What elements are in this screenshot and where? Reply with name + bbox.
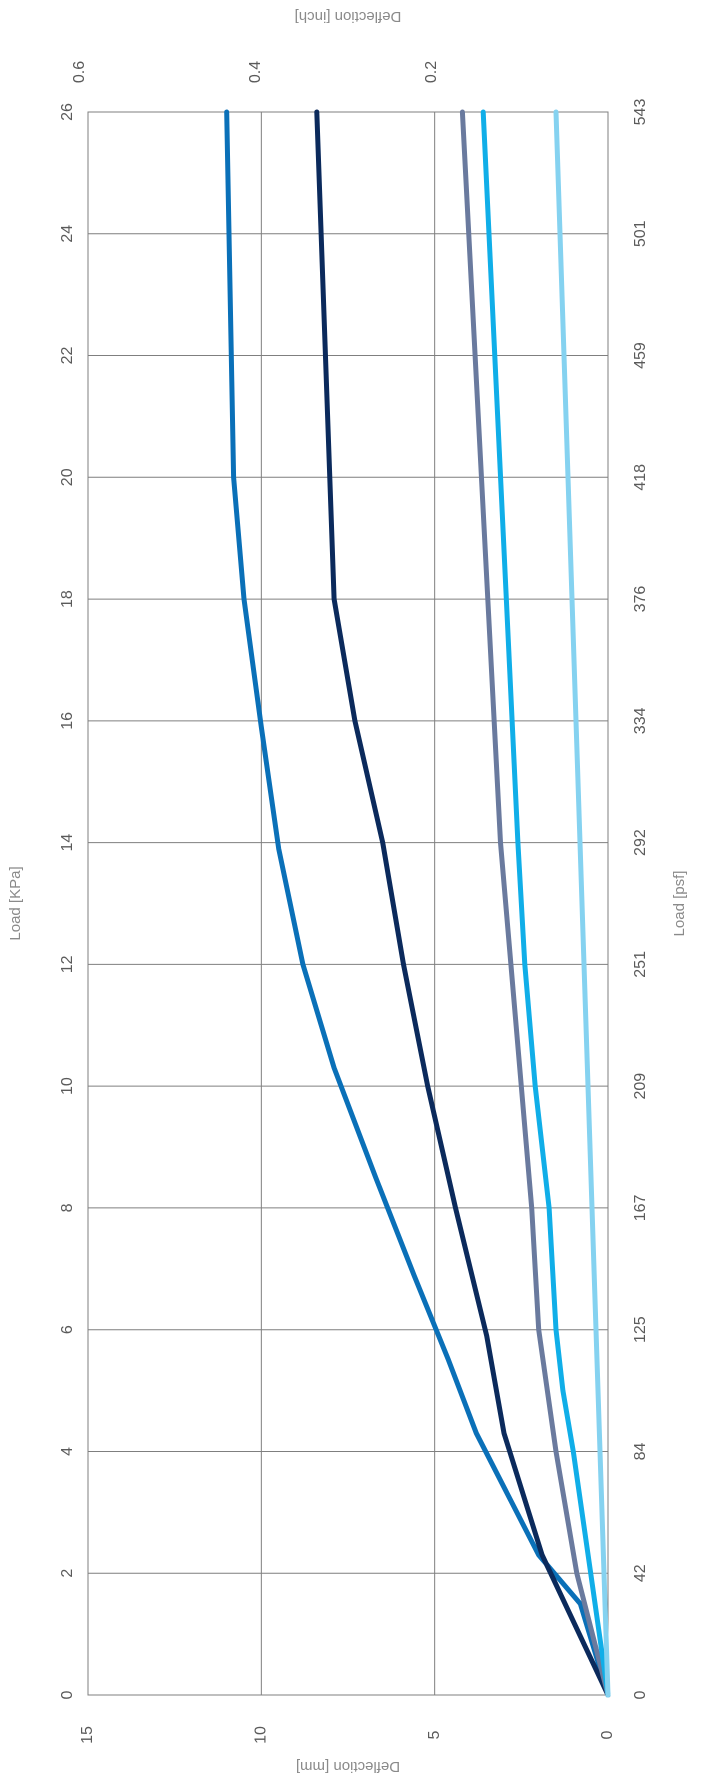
y-tick-label: 15 [79, 1726, 96, 1744]
x-tick-label: 6 [59, 1325, 76, 1334]
series-line-4 [480, 109, 611, 1698]
y2-axis-title: Deflection [inch] [295, 8, 402, 25]
y2-tick-label: 0.4 [247, 61, 264, 83]
x2-tick-label: 334 [632, 707, 649, 734]
y2-tick-label: 0.6 [71, 61, 88, 83]
x2-tick-label: 543 [632, 99, 649, 126]
y2-tick-label: 0.2 [423, 61, 440, 83]
x-axis-title: Load [KPa] [7, 866, 24, 940]
x2-tick-label: 501 [632, 220, 649, 247]
x-tick-label: 2 [59, 1569, 76, 1578]
series-lines [224, 109, 611, 1698]
y-tick-label: 5 [426, 1730, 443, 1739]
x-tick-label: 16 [59, 712, 76, 730]
series-line-5 [553, 109, 611, 1698]
series-line-2 [314, 109, 611, 1698]
x2-tick-label: 418 [632, 464, 649, 491]
x-tick-label: 20 [59, 468, 76, 486]
x-tick-label: 0 [59, 1690, 76, 1699]
plot-frame [87, 111, 609, 1696]
series-line-3 [459, 109, 611, 1698]
series-line-1 [224, 109, 611, 1698]
x2-tick-label: 84 [632, 1442, 649, 1460]
x-tick-label: 8 [59, 1203, 76, 1212]
x-tick-label: 4 [59, 1447, 76, 1456]
x-tick-label: 26 [59, 103, 76, 121]
x-tick-label: 22 [59, 347, 76, 365]
y-tick-label: 0 [599, 1730, 616, 1739]
x2-axis-title: Load [psf] [671, 871, 688, 937]
x2-tick-label: 42 [632, 1564, 649, 1582]
x2-tick-label: 376 [632, 586, 649, 613]
x-tick-label: 24 [59, 225, 76, 243]
x-tick-label: 18 [59, 590, 76, 608]
x2-tick-label: 459 [632, 342, 649, 369]
x2-tick-label: 292 [632, 829, 649, 856]
x2-tick-label: 0 [632, 1690, 649, 1699]
y-axis-title: Deflection [mm] [296, 1758, 400, 1775]
x-tick-label: 12 [59, 955, 76, 973]
axis-titles: Load [KPa] Load [psf] Deflection [mm] Defle… [7, 8, 688, 1775]
y-tick-label: 10 [253, 1726, 270, 1744]
x-tick-label: 10 [59, 1077, 76, 1095]
x2-tick-label: 209 [632, 1073, 649, 1100]
x-tick-label: 14 [59, 834, 76, 852]
x2-tick-label: 167 [632, 1194, 649, 1221]
x2-tick-label: 251 [632, 951, 649, 978]
x2-tick-label: 125 [632, 1316, 649, 1343]
grid [87, 111, 609, 1696]
